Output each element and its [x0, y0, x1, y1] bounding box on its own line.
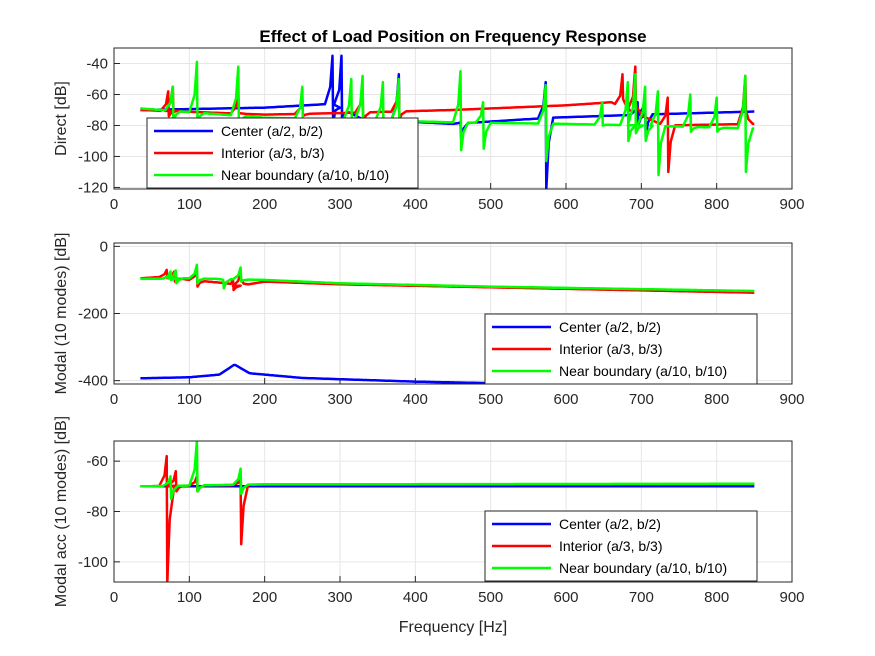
- panel-1: 0 100 200 300 400 500 600 700 800 900 -120 -100 -80 -…: [53, 47, 805, 213]
- legend-label-1: Center (a/2, b/2): [221, 123, 323, 139]
- x-tick-label: 0: [110, 589, 118, 606]
- x-tick-label: 0: [110, 391, 118, 408]
- x-tick-label: 600: [553, 196, 578, 213]
- y-tick-label: -100: [78, 554, 108, 571]
- y-tick-label: -80: [86, 504, 108, 521]
- panel-3: 0 100 200 300 400 500 600 700 800 900 -100 -80 -60 Mo…: [53, 416, 805, 607]
- legend-label-1: Center (a/2, b/2): [559, 516, 661, 532]
- y-axis-label: Modal (10 modes) [dB]: [53, 233, 70, 395]
- x-tick-label: 700: [629, 196, 654, 213]
- y-axis-label: Direct [dB]: [53, 81, 70, 156]
- y-tick-label: -60: [86, 453, 108, 470]
- legend: Center (a/2, b/2) Interior (a/3, b/3) Near…: [146, 117, 419, 189]
- y-tick-label: -100: [78, 148, 108, 165]
- x-tick-label: 800: [704, 196, 729, 213]
- x-tick-label: 600: [553, 589, 578, 606]
- x-tick-label: 500: [478, 391, 503, 408]
- y-tick-label: -80: [86, 117, 108, 134]
- x-tick-label: 200: [252, 589, 277, 606]
- x-tick-label: 700: [629, 589, 654, 606]
- x-tick-label: 400: [403, 391, 428, 408]
- legend-label-2: Interior (a/3, b/3): [559, 341, 663, 357]
- legend-label-3: Near boundary (a/10, b/10): [559, 560, 727, 576]
- series-group: [140, 263, 755, 384]
- y-tick-label: -400: [78, 373, 108, 390]
- panel-2: 0 100 200 300 400 500 600 700 800 900 -400 -200 0 Mod…: [53, 233, 805, 408]
- x-tick-label: 100: [177, 589, 202, 606]
- legend-label-3: Near boundary (a/10, b/10): [559, 363, 727, 379]
- x-tick-label: 200: [252, 391, 277, 408]
- legend-label-3: Near boundary (a/10, b/10): [221, 167, 389, 183]
- x-tick-label: 700: [629, 391, 654, 408]
- x-tick-label: 100: [177, 196, 202, 213]
- x-tick-label: 300: [327, 391, 352, 408]
- x-tick-label: 0: [110, 196, 118, 213]
- x-tick-label: 200: [252, 196, 277, 213]
- legend: Center (a/2, b/2) Interior (a/3, b/3) Near…: [484, 313, 758, 385]
- y-tick-label: 0: [100, 238, 108, 255]
- axes-frame: [113, 47, 793, 190]
- y-tick-label: -40: [86, 55, 108, 72]
- legend: Center (a/2, b/2) Interior (a/3, b/3) Near…: [484, 510, 758, 582]
- x-tick-label: 500: [478, 589, 503, 606]
- x-tick-label: 500: [478, 196, 503, 213]
- x-tick-label: 600: [553, 391, 578, 408]
- legend-label-1: Center (a/2, b/2): [559, 319, 661, 335]
- series-line-3: [140, 60, 755, 177]
- x-axis-label: Frequency [Hz]: [399, 619, 507, 636]
- x-tick-label: 800: [704, 589, 729, 606]
- x-tick-label: 300: [327, 196, 352, 213]
- x-tick-label: 800: [704, 391, 729, 408]
- legend-label-2: Interior (a/3, b/3): [221, 145, 325, 161]
- figure-title: Effect of Load Position on Frequency Res…: [259, 27, 646, 46]
- x-tick-label: 900: [779, 196, 804, 213]
- y-tick-label: -200: [78, 306, 108, 323]
- series-group: [140, 441, 755, 582]
- series-line-3: [140, 263, 755, 293]
- y-tick-label: -120: [78, 179, 108, 196]
- x-tick-label: 100: [177, 391, 202, 408]
- x-tick-label: 300: [327, 589, 352, 606]
- series-line-3: [140, 441, 755, 501]
- legend-label-2: Interior (a/3, b/3): [559, 538, 663, 554]
- series-line-1: [140, 363, 621, 384]
- y-tick-label: -60: [86, 86, 108, 103]
- series-group: [140, 54, 755, 189]
- x-tick-label: 400: [403, 196, 428, 213]
- panels: 0 100 200 300 400 500 600 700 800 900 -120 -100 -80 -…: [53, 47, 805, 607]
- x-tick-label: 900: [779, 589, 804, 606]
- x-tick-label: 400: [403, 589, 428, 606]
- y-axis-label: Modal acc (10 modes) [dB]: [53, 416, 70, 607]
- x-tick-label: 900: [779, 391, 804, 408]
